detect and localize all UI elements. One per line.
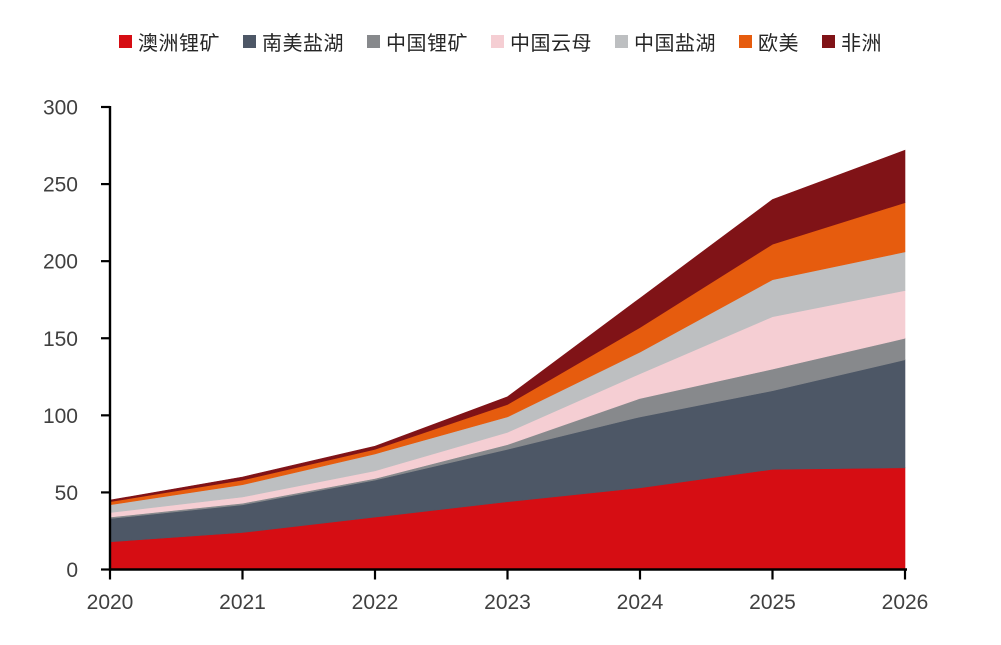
legend-swatch-icon xyxy=(491,35,504,48)
legend-item: 中国云母 xyxy=(491,27,592,56)
y-tick-label: 50 xyxy=(55,482,78,505)
y-tick-label: 300 xyxy=(43,97,78,120)
legend-swatch-icon xyxy=(119,35,132,48)
legend-swatch-icon xyxy=(615,35,628,48)
x-tick-label: 2025 xyxy=(749,591,796,614)
legend-item: 非洲 xyxy=(822,27,882,56)
x-tick-label: 2020 xyxy=(87,591,134,614)
x-tick-label: 2021 xyxy=(219,591,266,614)
y-tick-label: 0 xyxy=(66,559,78,582)
y-tick-label: 150 xyxy=(43,328,78,351)
legend-swatch-icon xyxy=(243,35,256,48)
legend-item: 欧美 xyxy=(739,27,799,56)
legend-item: 澳洲锂矿 xyxy=(119,27,220,56)
x-tick-label: 2023 xyxy=(484,591,531,614)
legend-label: 非洲 xyxy=(841,33,882,55)
legend-swatch-icon xyxy=(367,35,380,48)
y-tick-label: 200 xyxy=(43,251,78,274)
x-tick-label: 2024 xyxy=(617,591,664,614)
legend-item: 南美盐湖 xyxy=(243,27,344,56)
legend-label: 中国锂矿 xyxy=(386,33,468,55)
legend-label: 中国盐湖 xyxy=(634,33,716,55)
legend-label: 澳洲锂矿 xyxy=(138,33,220,55)
legend-label: 欧美 xyxy=(758,33,799,55)
x-tick-label: 2026 xyxy=(882,591,929,614)
legend-item: 中国锂矿 xyxy=(367,27,468,56)
y-tick-label: 250 xyxy=(43,174,78,197)
y-tick-label: 100 xyxy=(43,405,78,428)
legend-label: 南美盐湖 xyxy=(262,33,344,55)
x-tick-label: 2022 xyxy=(352,591,399,614)
area-series-7 xyxy=(109,149,906,503)
legend-swatch-icon xyxy=(739,35,752,48)
legend: 澳洲锂矿 南美盐湖 中国锂矿 中国云母 中国盐湖 欧美 非洲 xyxy=(0,27,1001,56)
legend-item: 中国盐湖 xyxy=(615,27,716,56)
legend-label: 中国云母 xyxy=(510,33,592,55)
legend-swatch-icon xyxy=(822,35,835,48)
